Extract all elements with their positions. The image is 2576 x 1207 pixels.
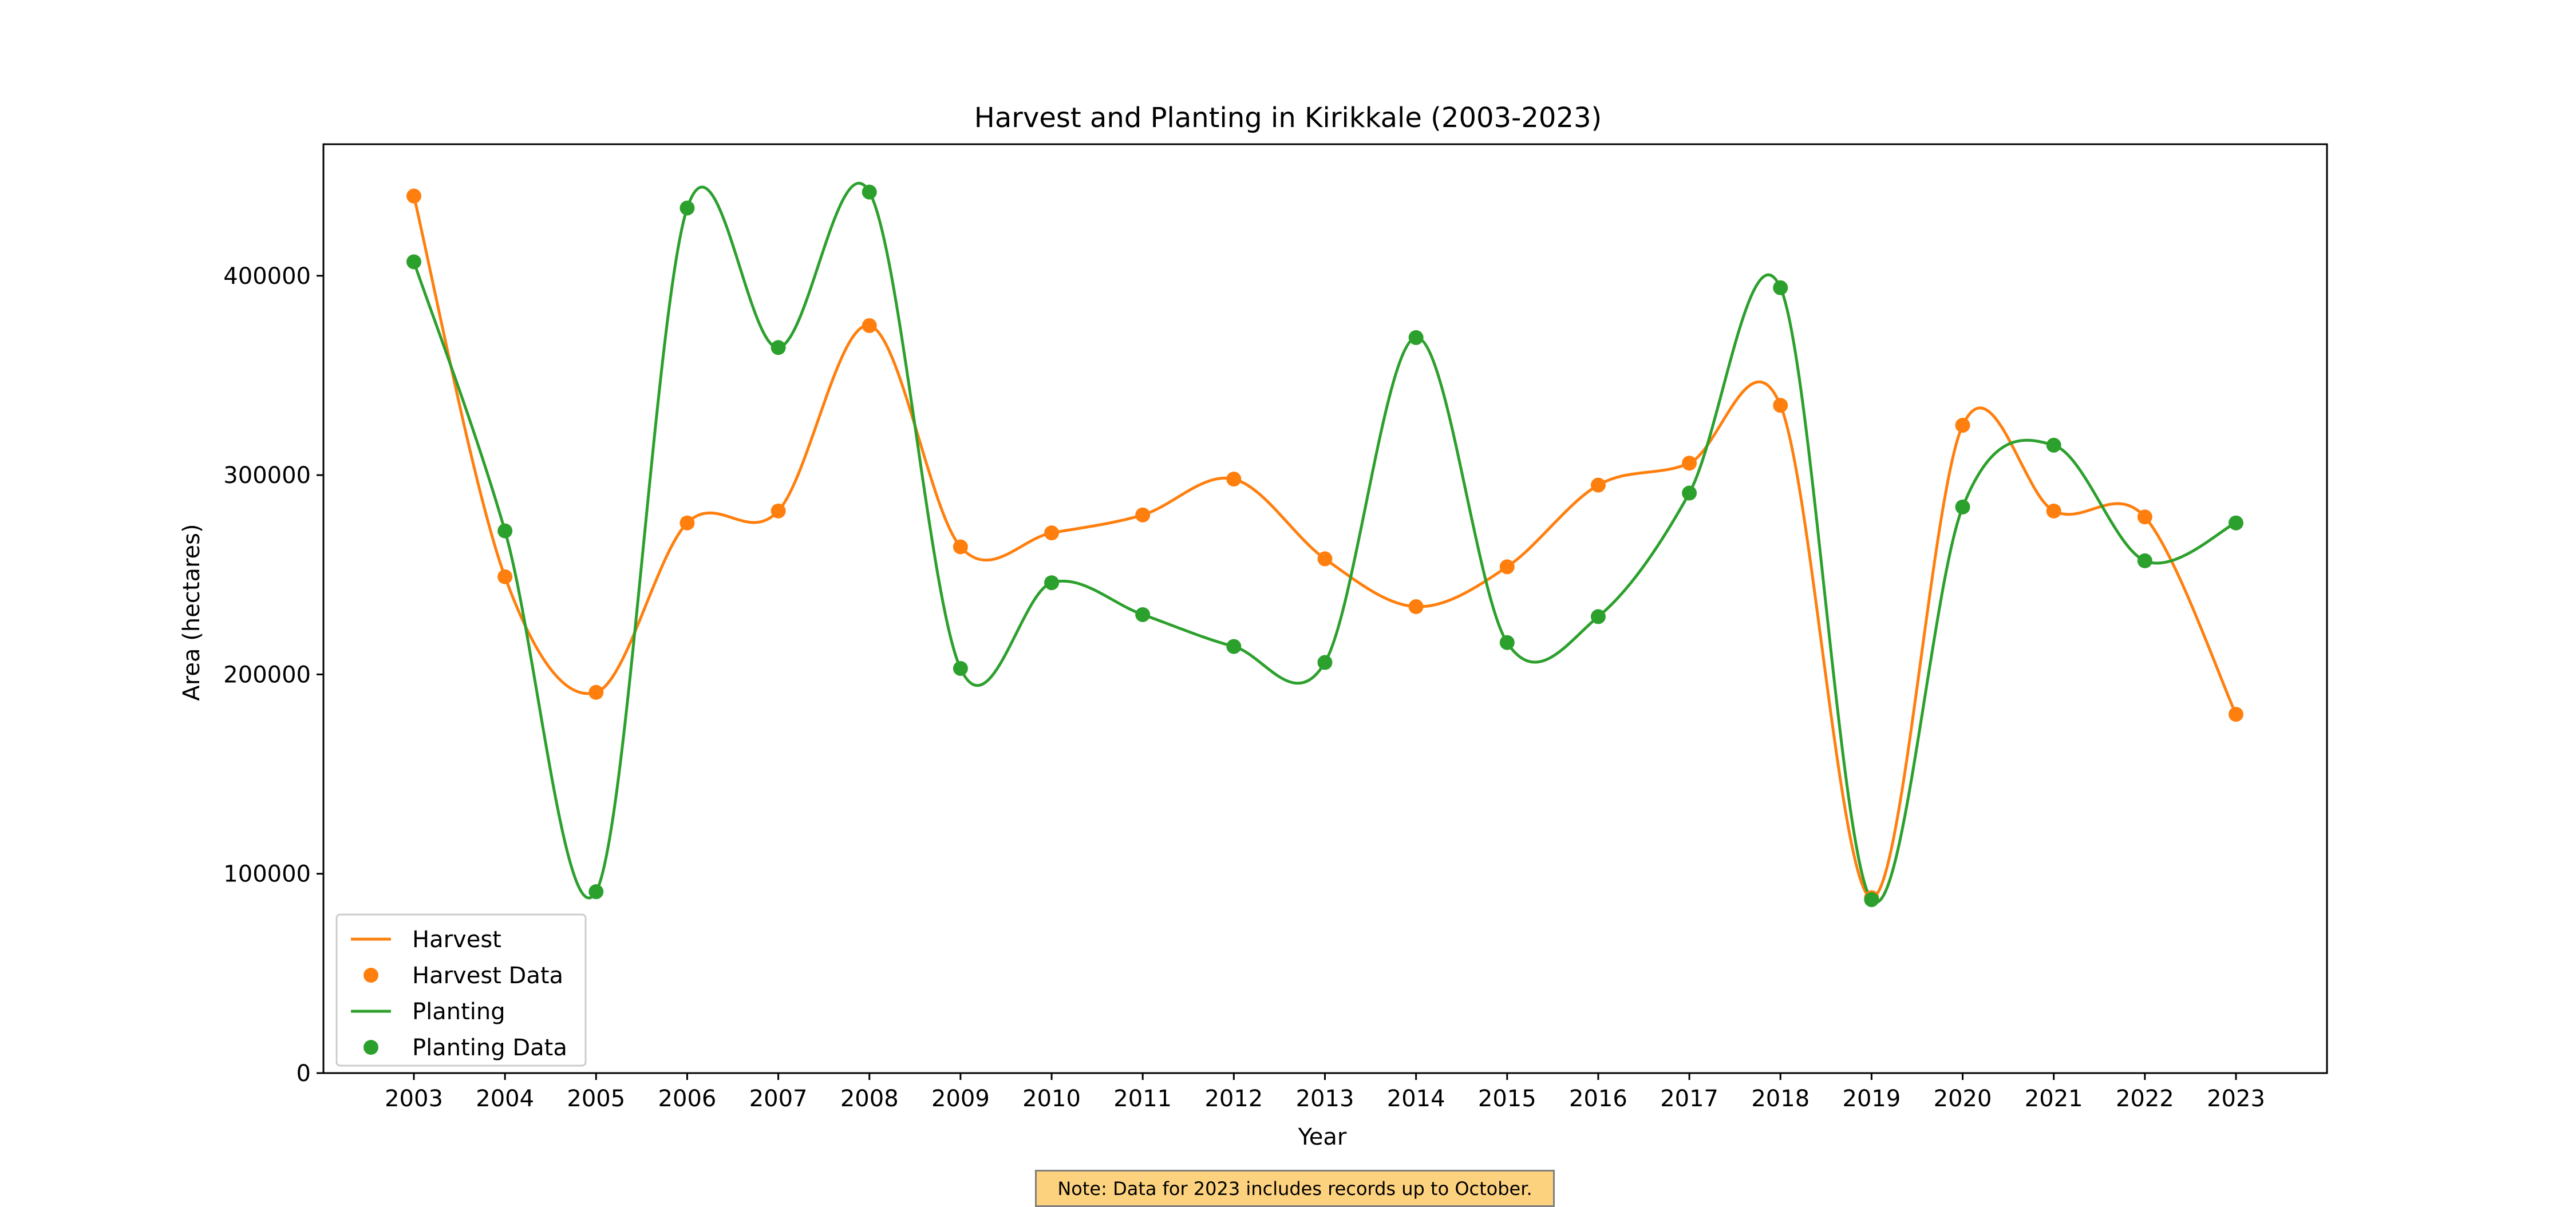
x-tick-label: 2019 (1843, 1086, 1901, 1112)
harvest-point-2014 (1408, 599, 1424, 615)
x-axis-label: Year (1298, 1124, 1347, 1150)
planting-point-2012 (1226, 639, 1242, 654)
harvest-point-2016 (1590, 477, 1606, 493)
legend-label: Harvest Data (412, 963, 563, 989)
planting-point-2014 (1408, 330, 1424, 345)
planting-point-2010 (1044, 575, 1060, 591)
planting-point-2004 (497, 523, 513, 539)
planting-point-2003 (406, 254, 421, 270)
y-tick-label: 200000 (223, 662, 311, 688)
harvest-point-2021 (2046, 503, 2061, 519)
legend-label: Planting Data (412, 1035, 567, 1061)
x-tick-label: 2008 (840, 1086, 899, 1112)
harvest-point-2009 (953, 539, 968, 555)
x-tick-label: 2005 (567, 1086, 625, 1112)
legend-marker-swatch (364, 968, 378, 983)
harvest-point-2017 (1682, 456, 1697, 471)
x-tick-label: 2013 (1296, 1086, 1354, 1112)
x-tick-label: 2003 (385, 1086, 443, 1112)
planting-point-2009 (953, 660, 968, 676)
x-tick-label: 2014 (1387, 1086, 1445, 1112)
harvest-point-2012 (1226, 472, 1242, 487)
legend-box (335, 913, 587, 1067)
y-tick-label: 0 (297, 1060, 311, 1087)
x-tick-label: 2012 (1204, 1086, 1263, 1112)
x-tick-label: 2016 (1569, 1086, 1627, 1112)
harvest-point-2011 (1135, 507, 1151, 523)
x-tick-label: 2007 (749, 1086, 808, 1112)
footnote: Note: Data for 2023 includes records up … (1035, 1170, 1555, 1207)
harvest-point-2006 (679, 515, 695, 531)
planting-point-2008 (862, 184, 877, 200)
y-tick-label: 400000 (223, 263, 311, 290)
x-tick-label: 2009 (931, 1086, 990, 1112)
series-lines (412, 181, 2238, 904)
harvest-point-2010 (1044, 525, 1060, 541)
x-axis: 2003 2004 2005 2006 2007 2008 2009 2010 2011 2012… (385, 1073, 2265, 1112)
x-tick-label: 2006 (658, 1086, 717, 1112)
harvest-point-2008 (862, 318, 877, 333)
planting-point-2018 (1773, 280, 1788, 295)
x-tick-label: 2004 (476, 1086, 534, 1112)
x-tick-label: 2011 (1113, 1086, 1172, 1112)
x-tick-label: 2017 (1660, 1086, 1718, 1112)
legend-label: Harvest (412, 927, 501, 953)
y-axis-label: Area (hectares) (179, 524, 205, 701)
series-points (406, 184, 2243, 907)
y-tick-label: 300000 (223, 462, 311, 489)
legend: Harvest Harvest Data Planting Planting Data (335, 913, 587, 1067)
legend-marker-swatch (364, 1040, 378, 1055)
y-axis: 0 100000 200000 300000 400000 (223, 263, 323, 1087)
planting-point-2017 (1682, 485, 1697, 501)
planting-point-2020 (1955, 499, 1970, 515)
planting-point-2021 (2046, 437, 2061, 453)
harvest-point-2022 (2137, 509, 2152, 525)
chart-title: Harvest and Planting in Kirikkale (2003-… (974, 102, 1602, 134)
plot-area (322, 143, 2328, 1074)
harvest-point-2018 (1773, 398, 1788, 413)
harvest-point-2013 (1317, 551, 1333, 567)
planting-point-2022 (2137, 553, 2152, 568)
harvest-point-2015 (1499, 559, 1515, 575)
planting-point-2015 (1499, 635, 1515, 650)
harvest-point-2004 (497, 569, 513, 584)
legend-label: Planting (412, 999, 505, 1025)
harvest-point-2020 (1955, 418, 1970, 433)
planting-point-2023 (2229, 515, 2243, 531)
series-line-harvest (412, 196, 2238, 900)
x-tick-label: 2018 (1751, 1086, 1809, 1112)
planting-point-2006 (679, 200, 695, 216)
planting-point-2007 (771, 340, 786, 355)
x-tick-label: 2015 (1478, 1086, 1536, 1112)
harvest-point-2007 (771, 503, 786, 519)
harvest-point-2003 (406, 188, 421, 204)
planting-point-2013 (1317, 655, 1333, 670)
x-tick-label: 2020 (1934, 1086, 1992, 1112)
x-tick-label: 2022 (2116, 1086, 2174, 1112)
harvest-point-2023 (2229, 707, 2243, 722)
planting-point-2019 (1864, 892, 1879, 907)
planting-point-2005 (588, 884, 604, 900)
harvest-point-2005 (588, 684, 604, 700)
series-line-planting (412, 181, 2237, 904)
planting-point-2016 (1590, 609, 1606, 624)
x-tick-label: 2010 (1022, 1086, 1081, 1112)
x-tick-label: 2023 (2207, 1086, 2265, 1112)
x-tick-label: 2021 (2025, 1086, 2083, 1112)
planting-point-2011 (1135, 607, 1151, 622)
y-tick-label: 100000 (223, 861, 311, 888)
